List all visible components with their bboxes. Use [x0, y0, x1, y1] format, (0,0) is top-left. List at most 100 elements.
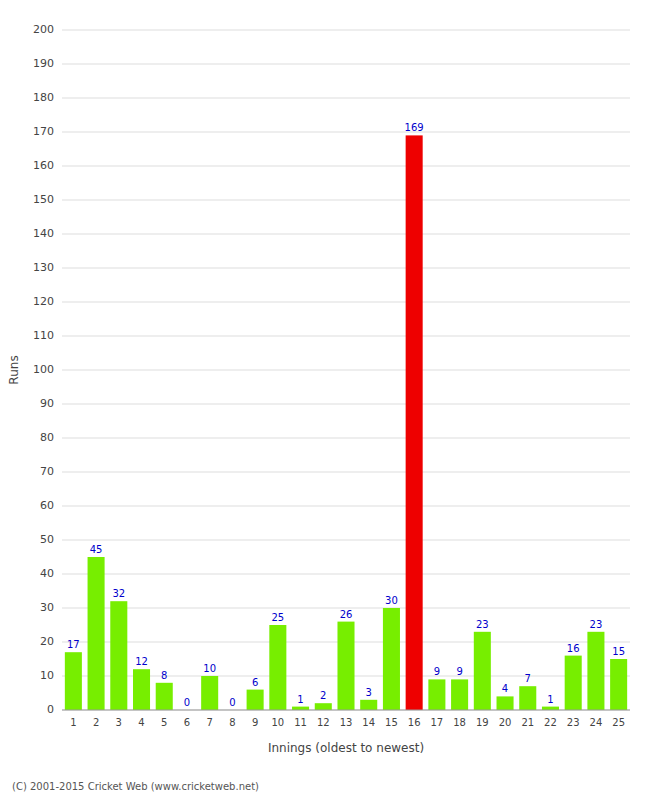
bar: [315, 703, 332, 710]
x-tick-label: 15: [385, 717, 398, 728]
grid: [62, 30, 630, 710]
bar: [519, 686, 536, 710]
data-label: 1: [547, 694, 553, 705]
bar: [65, 652, 82, 710]
x-tick-label: 3: [116, 717, 122, 728]
y-tick-label: 170: [33, 125, 54, 138]
y-tick-label: 30: [40, 601, 54, 614]
data-label: 2: [320, 690, 326, 701]
data-label: 8: [161, 670, 167, 681]
y-tick-label: 150: [33, 193, 54, 206]
y-tick-label: 180: [33, 91, 54, 104]
bar: [201, 676, 218, 710]
y-tick-label: 80: [40, 431, 54, 444]
y-tick-label: 70: [40, 465, 54, 478]
bar: [360, 700, 377, 710]
y-tick-label: 40: [40, 567, 54, 580]
x-tick-label: 22: [544, 717, 557, 728]
data-label: 15: [612, 646, 625, 657]
grid-line: [62, 98, 630, 99]
data-label: 6: [252, 677, 258, 688]
y-tick-label: 120: [33, 295, 54, 308]
y-tick-label: 130: [33, 261, 54, 274]
x-tick-label: 16: [408, 717, 421, 728]
data-label: 23: [476, 619, 489, 630]
chart-container: 0102030405060708090100110120130140150160…: [0, 0, 650, 800]
bar: [269, 625, 286, 710]
bar: [383, 608, 400, 710]
x-tick-label: 4: [138, 717, 144, 728]
bar: [610, 659, 627, 710]
chart: 0102030405060708090100110120130140150160…: [0, 0, 650, 800]
y-tick-label: 110: [33, 329, 54, 342]
x-tick-label: 5: [161, 717, 167, 728]
grid-line: [62, 370, 630, 371]
bar: [565, 656, 582, 710]
data-label: 0: [229, 697, 235, 708]
x-tick-label: 9: [252, 717, 258, 728]
grid-line: [62, 200, 630, 201]
grid-line: [62, 404, 630, 405]
grid-line: [62, 302, 630, 303]
bar: [292, 707, 309, 710]
bar: [156, 683, 173, 710]
data-label: 169: [405, 122, 424, 133]
data-label: 3: [366, 687, 372, 698]
y-tick-label: 60: [40, 499, 54, 512]
y-tick-label: 10: [40, 669, 54, 682]
data-label: 30: [385, 595, 398, 606]
grid-line: [62, 64, 630, 65]
grid-line: [62, 472, 630, 473]
x-axis-label: Innings (oldest to newest): [268, 741, 424, 755]
x-tick-label: 17: [431, 717, 444, 728]
data-label: 1: [297, 694, 303, 705]
footer: (C) 2001-2015 Cricket Web (www.cricketwe…: [12, 781, 259, 792]
y-tick-label: 90: [40, 397, 54, 410]
y-tick-label: 200: [33, 23, 54, 36]
grid-line: [62, 506, 630, 507]
data-label: 23: [590, 619, 603, 630]
y-tick-label: 160: [33, 159, 54, 172]
data-label: 4: [502, 683, 508, 694]
grid-line: [62, 268, 630, 269]
x-ticks: 1234567891011121314151617181920212223242…: [70, 717, 625, 728]
bar: [451, 679, 468, 710]
x-tick-label: 21: [521, 717, 534, 728]
x-tick-label: 20: [499, 717, 512, 728]
x-tick-label: 14: [362, 717, 375, 728]
grid-line: [62, 438, 630, 439]
x-tick-label: 6: [184, 717, 190, 728]
grid-line: [62, 30, 630, 31]
bars: [65, 135, 627, 710]
y-tick-label: 100: [33, 363, 54, 376]
bar: [497, 696, 514, 710]
y-axis-label: Runs: [7, 355, 21, 384]
data-label: 0: [184, 697, 190, 708]
x-tick-label: 13: [340, 717, 353, 728]
bar: [337, 622, 354, 710]
y-tick-label: 190: [33, 57, 54, 70]
bar: [474, 632, 491, 710]
data-label: 9: [434, 666, 440, 677]
bar: [110, 601, 127, 710]
data-label: 12: [135, 656, 148, 667]
y-ticks: 0102030405060708090100110120130140150160…: [33, 23, 54, 716]
bar: [247, 690, 264, 710]
grid-line: [62, 540, 630, 541]
bar: [587, 632, 604, 710]
grid-line: [62, 336, 630, 337]
x-axis-line: [62, 710, 630, 711]
x-tick-label: 8: [229, 717, 235, 728]
x-tick-label: 25: [612, 717, 625, 728]
y-tick-label: 0: [47, 703, 54, 716]
x-tick-label: 7: [206, 717, 212, 728]
y-tick-label: 20: [40, 635, 54, 648]
data-label: 16: [567, 643, 580, 654]
grid-line: [62, 166, 630, 167]
grid-line: [62, 234, 630, 235]
x-tick-label: 10: [271, 717, 284, 728]
bar: [428, 679, 445, 710]
data-label: 45: [90, 544, 103, 555]
x-tick-label: 2: [93, 717, 99, 728]
x-tick-label: 12: [317, 717, 330, 728]
